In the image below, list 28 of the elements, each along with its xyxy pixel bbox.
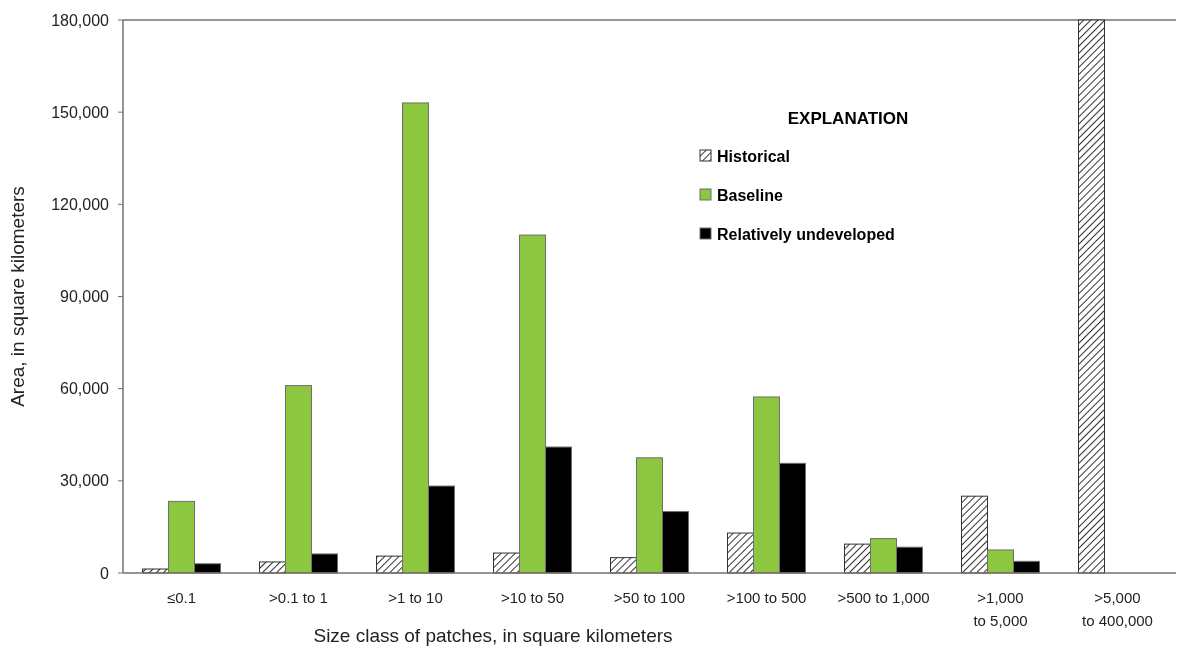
legend-title: EXPLANATION	[787, 109, 909, 128]
y-tick-label: 180,000	[51, 11, 110, 29]
y-tick-label: 90,000	[60, 288, 110, 306]
bar	[376, 555, 403, 574]
x-tick-label: ≤0.1	[166, 589, 197, 606]
bar	[1078, 19, 1105, 574]
x-tick-label: >10 to 50	[501, 589, 564, 606]
x-tick-label: >0.1 to 1	[269, 589, 328, 606]
bar	[493, 552, 520, 574]
legend-label: Baseline	[717, 186, 783, 204]
x-tick-label: >100 to 500	[726, 589, 807, 606]
y-axis-title: Area, in square kilometers	[7, 186, 28, 407]
y-tick-label: 150,000	[51, 103, 110, 121]
x-tick-label: >5,000 to 400,000	[1082, 589, 1153, 629]
bar	[727, 532, 754, 574]
y-tick-label: 60,000	[60, 380, 110, 398]
bar	[961, 495, 988, 574]
x-axis-title: Size class of patches, in square kilometers	[313, 625, 673, 646]
x-tick-label: >500 to 1,000	[837, 589, 930, 606]
y-tick-label: 0	[100, 564, 110, 582]
x-tick-label: >1 to 10	[388, 589, 443, 606]
legend-label: Historical	[717, 147, 790, 165]
legend-label: Relatively undeveloped	[717, 225, 895, 243]
bar	[844, 543, 871, 574]
x-tick-label: >1,000 to 5,000	[973, 589, 1028, 629]
x-tick-label: >50 to 100	[613, 589, 686, 606]
y-tick-label: 30,000	[60, 472, 110, 490]
y-tick-label: 120,000	[51, 195, 110, 213]
